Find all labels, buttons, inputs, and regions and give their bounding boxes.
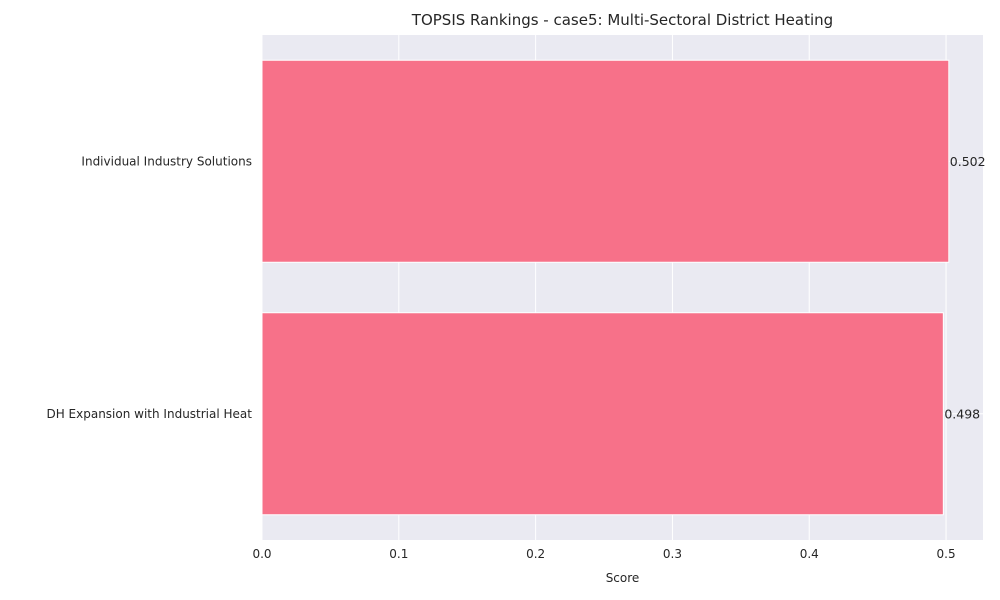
y-tick-labels: Individual Industry Solutions DH Expansio… [46, 154, 252, 421]
data-label: 0.502 [950, 154, 986, 169]
x-tick-label: 0.4 [800, 547, 819, 561]
data-labels: 0.502 0.498 [944, 154, 985, 422]
x-tick-label: 0.2 [526, 547, 545, 561]
x-axis-label: Score [606, 571, 640, 585]
bar [261, 312, 944, 516]
y-tick-label: Individual Industry Solutions [81, 154, 252, 168]
x-tick-labels: 0.0 0.1 0.2 0.3 0.4 0.5 [252, 547, 955, 561]
x-tick-label: 0.0 [252, 547, 271, 561]
y-tick-label: DH Expansion with Industrial Heat [46, 407, 252, 421]
x-tick-label: 0.5 [937, 547, 956, 561]
bar [261, 59, 950, 263]
x-tick-label: 0.3 [663, 547, 682, 561]
chart-title: TOPSIS Rankings - case5: Multi-Sectoral … [411, 11, 833, 29]
bars [261, 59, 950, 516]
x-tick-label: 0.1 [389, 547, 408, 561]
data-label: 0.498 [944, 406, 980, 421]
